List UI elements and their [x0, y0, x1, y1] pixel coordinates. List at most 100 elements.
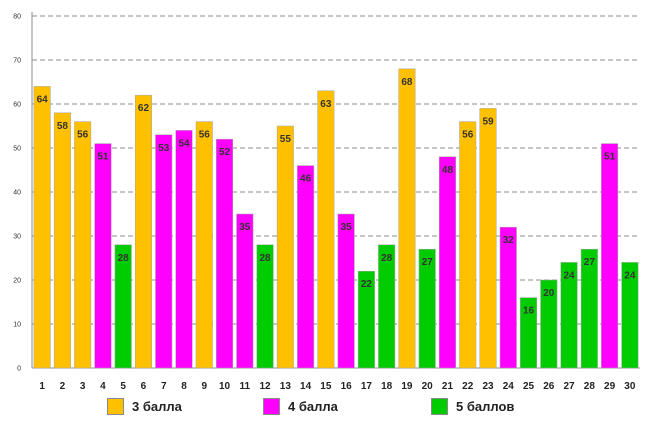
bar [520, 297, 538, 369]
x-tick-label: 12 [260, 381, 272, 392]
bar [297, 165, 315, 369]
bar [601, 143, 619, 369]
legend-label-4-points: 4 балла [288, 399, 338, 414]
x-tick-label: 24 [503, 381, 515, 392]
x-tick-label: 4 [100, 381, 106, 392]
y-tick-label: 10 [13, 322, 21, 329]
bar [114, 244, 132, 369]
bar [499, 226, 517, 369]
data-label: 63 [320, 99, 332, 110]
bar [479, 108, 497, 369]
bar [216, 138, 234, 369]
bar [418, 248, 436, 369]
y-tick-label: 50 [13, 146, 21, 153]
x-tick-label: 26 [543, 381, 555, 392]
data-label: 24 [624, 270, 636, 281]
x-tick-label: 18 [381, 381, 393, 392]
data-label: 27 [584, 257, 596, 268]
bar [438, 156, 456, 369]
y-tick-label: 30 [13, 234, 21, 241]
x-tick-label: 17 [361, 381, 373, 392]
legend: 3 балла 4 балла 5 баллов [0, 398, 650, 428]
x-tick-label: 1 [39, 381, 45, 392]
data-label: 48 [442, 165, 454, 176]
x-tick-label: 2 [60, 381, 66, 392]
x-tick-label: 3 [80, 381, 86, 392]
x-tick-label: 30 [624, 381, 636, 392]
bar [317, 90, 335, 369]
legend-swatch-4-points [263, 398, 280, 415]
x-tick-label: 11 [240, 381, 251, 392]
legend-swatch-5-points [431, 398, 448, 415]
data-label: 56 [77, 130, 89, 141]
y-tick-label: 70 [13, 58, 21, 65]
x-tick-label: 13 [280, 381, 292, 392]
bar [134, 94, 152, 369]
x-tick-label: 5 [120, 381, 126, 392]
data-label: 16 [523, 306, 535, 317]
x-tick-label: 23 [482, 381, 494, 392]
data-label: 54 [178, 138, 190, 149]
data-label: 59 [482, 116, 494, 127]
bar [195, 121, 213, 369]
bar [398, 68, 416, 369]
legend-item-4-points: 4 балла [263, 398, 338, 415]
data-label: 32 [503, 235, 515, 246]
data-label: 62 [138, 103, 150, 114]
x-tick-label: 20 [422, 381, 434, 392]
y-tick-label: 20 [13, 278, 21, 285]
x-tick-label: 6 [141, 381, 147, 392]
y-tick-label: 0 [17, 366, 21, 373]
bar [580, 248, 598, 369]
legend-swatch-3-points [107, 398, 124, 415]
data-label: 22 [361, 279, 373, 290]
x-tick-label: 27 [564, 381, 576, 392]
bar [256, 244, 274, 369]
bar [540, 279, 558, 369]
x-tick-label: 10 [219, 381, 231, 392]
legend-item-5-points: 5 баллов [431, 398, 514, 415]
data-label: 28 [118, 253, 130, 264]
legend-item-3-points: 3 балла [107, 398, 182, 415]
bar [33, 86, 51, 369]
data-label: 56 [462, 130, 474, 141]
x-tick-label: 25 [523, 381, 535, 392]
bar [74, 121, 92, 369]
x-tick-label: 21 [442, 381, 454, 392]
x-tick-label: 28 [584, 381, 596, 392]
bar [357, 270, 375, 369]
data-label: 58 [57, 121, 69, 132]
x-tick-label: 16 [341, 381, 353, 392]
y-tick-label: 80 [13, 14, 21, 21]
data-label: 64 [37, 94, 49, 105]
bar [175, 130, 193, 369]
x-tick-label: 7 [161, 381, 167, 392]
y-tick-label: 40 [13, 190, 21, 197]
x-tick-label: 9 [201, 381, 207, 392]
data-label: 27 [422, 257, 434, 268]
data-label: 55 [280, 134, 292, 145]
data-label: 68 [401, 77, 413, 88]
bar [621, 262, 639, 369]
bar [459, 121, 477, 369]
bar [276, 125, 294, 369]
data-label: 20 [543, 288, 555, 299]
bar [560, 262, 578, 369]
x-tick-label: 29 [604, 381, 616, 392]
data-label: 46 [300, 174, 312, 185]
data-label: 52 [219, 147, 231, 158]
x-tick-label: 22 [462, 381, 474, 392]
data-label: 35 [239, 222, 251, 233]
legend-label-5-points: 5 баллов [456, 399, 515, 414]
x-tick-label: 19 [401, 381, 413, 392]
data-label: 35 [341, 222, 353, 233]
data-label: 28 [381, 253, 393, 264]
bar [236, 213, 254, 369]
bar [378, 244, 396, 369]
y-tick-label: 60 [13, 102, 21, 109]
data-label: 28 [260, 253, 272, 264]
x-tick-label: 15 [320, 381, 332, 392]
bar [94, 143, 112, 369]
bar [155, 134, 173, 369]
